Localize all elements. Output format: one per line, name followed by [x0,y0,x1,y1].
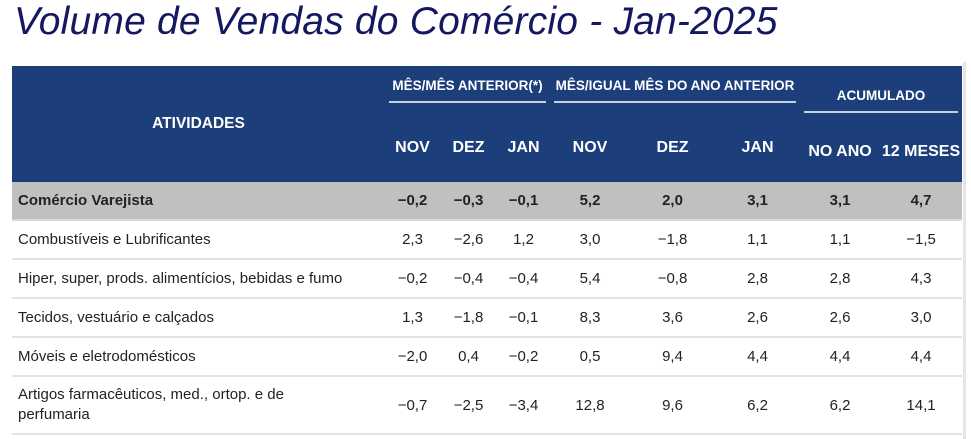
value-cell: 4,3 [880,259,963,299]
activity-label: Hiper, super, prods. alimentícios, bebid… [12,259,385,299]
value-cell: 6,2 [715,376,801,435]
value-cell: 8,3 [550,298,631,338]
value-cell: 3,0 [880,298,963,338]
column-header: DEZ [440,114,497,182]
header-group-mes-anterior: MÊS/MÊS ANTERIOR(*) [385,66,551,114]
value-cell: 3,1 [715,182,801,221]
value-cell: 3,0 [550,220,631,260]
activity-label: Tecidos, vestuário e calçados [12,298,385,338]
value-cell: −0,1 [497,182,551,221]
header-group-acumulado: ACUMULADO [800,66,963,114]
header-atividades: ATIVIDADES [12,66,385,182]
activity-label: Móveis e eletrodomésticos [12,337,385,377]
page-title: Volume de Vendas do Comércio - Jan-2025 [14,0,778,43]
table-row: Móveis e eletrodomésticos −2,0 0,4 −0,2 0,5 9… [12,337,963,377]
value-cell: 5,2 [550,182,631,221]
column-header: JAN [715,114,801,182]
value-cell: 0,4 [440,337,497,377]
value-cell: −3,4 [497,376,551,435]
column-header: JAN [497,114,551,182]
value-cell: 4,4 [880,337,963,377]
group-label: MÊS/MÊS ANTERIOR(*) [389,77,547,103]
value-cell: 4,4 [800,337,881,377]
value-cell: −0,3 [440,182,497,221]
value-cell: 1,1 [715,220,801,260]
value-cell: 2,8 [715,259,801,299]
value-cell: −0,1 [497,298,551,338]
value-cell: 9,6 [630,376,716,435]
value-cell: −2,6 [440,220,497,260]
value-cell: 5,4 [550,259,631,299]
value-cell: 4,7 [880,182,963,221]
value-cell: 2,6 [715,298,801,338]
column-header: DEZ [630,114,716,182]
value-cell: −1,8 [440,298,497,338]
value-cell: −2,5 [440,376,497,435]
value-cell: −0,2 [385,259,440,299]
group-label: ACUMULADO [804,67,959,113]
value-cell: 2,3 [385,220,440,260]
total-row: Comércio Varejista −0,2 −0,3 −0,1 5,2 2,0 3,1 3… [12,182,963,221]
value-cell: −0,2 [385,182,440,221]
value-cell: −0,4 [440,259,497,299]
value-cell: 6,2 [800,376,881,435]
value-cell: −0,8 [630,259,716,299]
activity-label: Combustíveis e Lubrificantes [12,220,385,260]
column-header: NOV [385,114,440,182]
value-cell: 2,0 [630,182,716,221]
table-row: Tecidos, vestuário e calçados 1,3 −1,8 −0,1… [12,298,963,338]
value-cell: 2,6 [800,298,881,338]
table-row: Hiper, super, prods. alimentícios, bebid… [12,259,963,299]
value-cell: 1,2 [497,220,551,260]
value-cell: −0,7 [385,376,440,435]
value-cell: 9,4 [630,337,716,377]
value-cell: 0,5 [550,337,631,377]
activity-label: Comércio Varejista [12,182,385,221]
right-edge-divider [963,62,966,439]
value-cell: −1,8 [630,220,716,260]
table-row: Artigos farmacêuticos, med., ortop. e de… [12,376,963,435]
value-cell: 1,1 [800,220,881,260]
column-header: NOV [550,114,631,182]
value-cell: −2,0 [385,337,440,377]
value-cell: 4,4 [715,337,801,377]
column-header: 12 MESES [880,114,963,182]
group-label: MÊS/IGUAL MÊS DO ANO ANTERIOR [554,77,797,103]
column-header: NO ANO [800,114,881,182]
sales-volume-table: ATIVIDADES MÊS/MÊS ANTERIOR(*) MÊS/IGUAL… [12,66,963,435]
value-cell: −0,4 [497,259,551,299]
header-group-mes-ano-anterior: MÊS/IGUAL MÊS DO ANO ANTERIOR [550,66,801,114]
value-cell: 1,3 [385,298,440,338]
value-cell: −0,2 [497,337,551,377]
activity-label: Artigos farmacêuticos, med., ortop. e de… [12,376,385,435]
value-cell: −1,5 [880,220,963,260]
value-cell: 2,8 [800,259,881,299]
value-cell: 14,1 [880,376,963,435]
value-cell: 12,8 [550,376,631,435]
table-row: Combustíveis e Lubrificantes 2,3 −2,6 1,2 3,… [12,220,963,260]
value-cell: 3,6 [630,298,716,338]
value-cell: 3,1 [800,182,881,221]
